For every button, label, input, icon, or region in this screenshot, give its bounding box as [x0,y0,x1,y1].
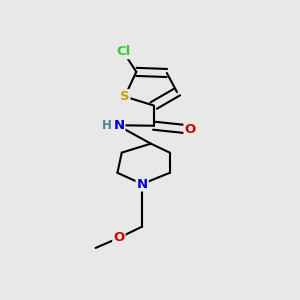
Text: N: N [113,119,124,132]
Text: H: H [101,119,111,132]
Text: S: S [120,90,130,103]
Text: O: O [184,123,196,136]
Text: N: N [136,178,148,190]
Text: Cl: Cl [116,45,130,58]
Text: O: O [113,231,124,244]
